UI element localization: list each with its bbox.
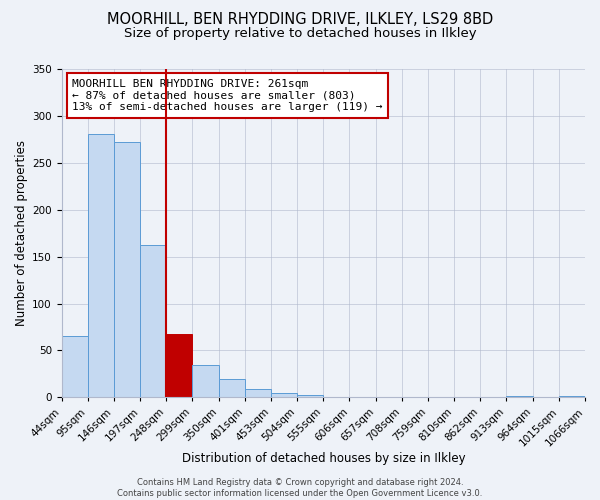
Bar — [166, 334, 193, 398]
Text: MOORHILL, BEN RHYDDING DRIVE, ILKLEY, LS29 8BD: MOORHILL, BEN RHYDDING DRIVE, ILKLEY, LS… — [107, 12, 493, 28]
Bar — [559, 396, 585, 398]
Bar — [114, 142, 140, 398]
Bar — [506, 396, 533, 398]
Text: MOORHILL BEN RHYDDING DRIVE: 261sqm
← 87% of detached houses are smaller (803)
1: MOORHILL BEN RHYDDING DRIVE: 261sqm ← 87… — [72, 79, 383, 112]
Text: Size of property relative to detached houses in Ilkley: Size of property relative to detached ho… — [124, 28, 476, 40]
Bar — [218, 378, 245, 398]
Bar — [88, 134, 114, 398]
Bar — [245, 389, 271, 398]
Bar — [62, 336, 88, 398]
Bar — [193, 366, 218, 398]
Y-axis label: Number of detached properties: Number of detached properties — [15, 140, 28, 326]
Bar — [271, 392, 297, 398]
Text: Contains HM Land Registry data © Crown copyright and database right 2024.
Contai: Contains HM Land Registry data © Crown c… — [118, 478, 482, 498]
X-axis label: Distribution of detached houses by size in Ilkley: Distribution of detached houses by size … — [182, 452, 465, 465]
Bar — [297, 396, 323, 398]
Bar — [140, 246, 166, 398]
